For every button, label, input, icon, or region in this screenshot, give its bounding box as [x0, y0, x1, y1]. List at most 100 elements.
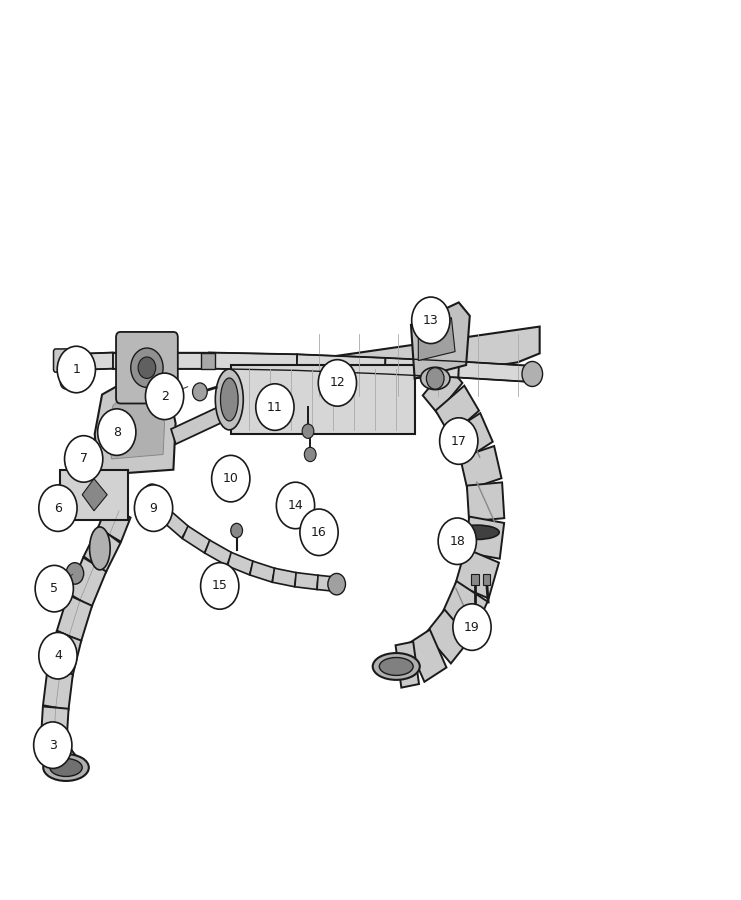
Polygon shape — [408, 630, 447, 682]
Ellipse shape — [373, 653, 419, 680]
Polygon shape — [422, 365, 462, 413]
Text: 7: 7 — [80, 453, 87, 465]
Polygon shape — [460, 446, 502, 490]
Polygon shape — [53, 750, 76, 778]
Text: 18: 18 — [449, 535, 465, 548]
Polygon shape — [161, 508, 189, 538]
FancyBboxPatch shape — [483, 574, 491, 585]
Polygon shape — [43, 670, 73, 710]
FancyBboxPatch shape — [53, 349, 79, 373]
Polygon shape — [171, 402, 233, 444]
Polygon shape — [209, 353, 297, 371]
Ellipse shape — [379, 658, 413, 675]
Ellipse shape — [50, 759, 82, 777]
Polygon shape — [449, 413, 493, 462]
Polygon shape — [84, 526, 121, 572]
Circle shape — [33, 722, 72, 769]
Circle shape — [302, 424, 314, 438]
Text: 5: 5 — [50, 582, 59, 595]
Polygon shape — [44, 740, 73, 768]
Circle shape — [35, 565, 73, 612]
Circle shape — [300, 509, 338, 555]
Polygon shape — [60, 470, 127, 520]
Text: 17: 17 — [451, 435, 467, 447]
Text: 6: 6 — [54, 501, 62, 515]
Polygon shape — [48, 632, 82, 676]
Polygon shape — [149, 492, 169, 518]
Polygon shape — [98, 504, 130, 542]
Polygon shape — [317, 575, 336, 591]
Circle shape — [39, 633, 77, 679]
Circle shape — [212, 455, 250, 502]
Polygon shape — [57, 595, 92, 642]
Text: 15: 15 — [212, 580, 227, 592]
Polygon shape — [411, 302, 470, 378]
Ellipse shape — [221, 378, 238, 421]
Polygon shape — [295, 572, 318, 590]
Polygon shape — [455, 548, 499, 599]
Text: 1: 1 — [73, 363, 80, 376]
Circle shape — [64, 436, 103, 482]
Circle shape — [193, 382, 207, 400]
Polygon shape — [230, 365, 415, 434]
FancyBboxPatch shape — [201, 353, 216, 369]
Polygon shape — [273, 568, 296, 587]
Circle shape — [134, 485, 173, 531]
Polygon shape — [425, 609, 470, 663]
Circle shape — [60, 375, 72, 389]
Text: 2: 2 — [161, 390, 168, 403]
Circle shape — [230, 523, 242, 537]
Circle shape — [145, 374, 184, 419]
Polygon shape — [459, 362, 533, 382]
Polygon shape — [419, 318, 455, 361]
Polygon shape — [250, 562, 275, 582]
Circle shape — [439, 418, 478, 464]
Polygon shape — [68, 557, 106, 608]
Polygon shape — [182, 526, 210, 553]
Polygon shape — [205, 540, 232, 565]
Polygon shape — [305, 327, 539, 400]
Circle shape — [138, 357, 156, 378]
Text: 8: 8 — [113, 426, 121, 438]
Polygon shape — [41, 706, 69, 733]
Circle shape — [438, 518, 476, 564]
Text: 10: 10 — [223, 472, 239, 485]
Circle shape — [426, 368, 444, 389]
Polygon shape — [467, 482, 505, 521]
FancyBboxPatch shape — [471, 574, 479, 585]
Polygon shape — [67, 353, 113, 371]
Circle shape — [319, 360, 356, 406]
Ellipse shape — [90, 526, 110, 570]
Circle shape — [57, 346, 96, 392]
Circle shape — [143, 484, 161, 506]
Polygon shape — [396, 642, 419, 688]
Circle shape — [130, 348, 163, 387]
Polygon shape — [113, 353, 209, 369]
Polygon shape — [227, 553, 253, 575]
Ellipse shape — [216, 369, 243, 430]
Circle shape — [453, 604, 491, 651]
Text: 19: 19 — [464, 621, 480, 634]
Polygon shape — [436, 385, 479, 436]
Ellipse shape — [455, 525, 499, 539]
Circle shape — [98, 409, 136, 455]
Text: 11: 11 — [267, 400, 283, 414]
Circle shape — [39, 485, 77, 531]
Ellipse shape — [43, 754, 89, 781]
Text: 4: 4 — [54, 649, 62, 662]
Polygon shape — [95, 374, 176, 475]
Circle shape — [328, 573, 345, 595]
Circle shape — [201, 562, 239, 609]
Ellipse shape — [420, 367, 450, 390]
Polygon shape — [296, 355, 385, 374]
Circle shape — [256, 383, 294, 430]
Polygon shape — [442, 581, 488, 634]
Polygon shape — [41, 730, 68, 749]
Polygon shape — [82, 479, 107, 511]
Text: 14: 14 — [288, 499, 303, 512]
Text: 13: 13 — [423, 314, 439, 327]
Text: 12: 12 — [330, 376, 345, 390]
Text: 9: 9 — [150, 501, 158, 515]
Polygon shape — [385, 358, 459, 377]
Text: 3: 3 — [49, 739, 57, 752]
